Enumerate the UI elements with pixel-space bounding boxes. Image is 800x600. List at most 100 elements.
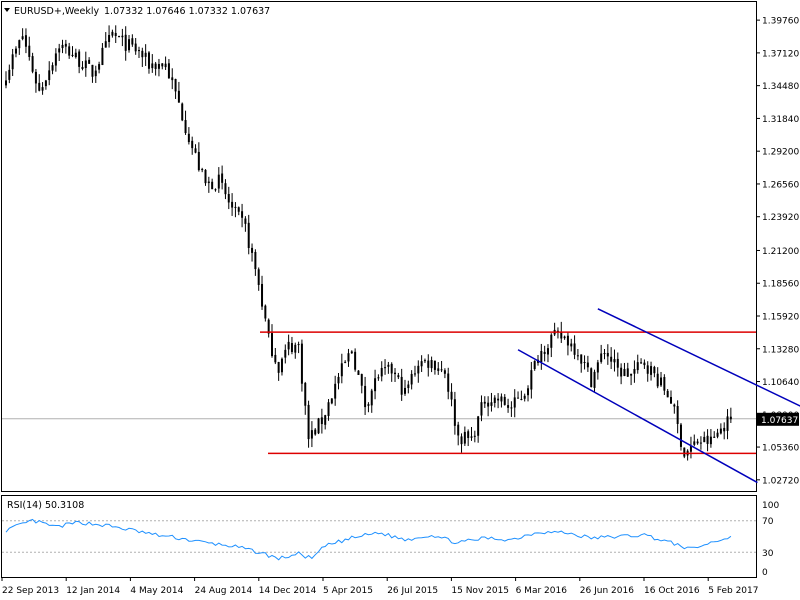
candle-body — [450, 391, 453, 400]
candle-body — [287, 341, 290, 350]
candle-body — [171, 77, 174, 81]
candle-body — [94, 70, 97, 77]
candle-body — [460, 436, 463, 445]
candle-body — [530, 370, 533, 390]
candle-body — [347, 353, 350, 362]
candle-body — [606, 352, 609, 357]
candle-body — [560, 331, 563, 339]
candle-body — [44, 80, 47, 87]
candle-body — [300, 343, 303, 384]
candle-body — [274, 354, 277, 363]
candle-body — [413, 373, 416, 375]
candle-body — [350, 351, 353, 354]
candle-body — [5, 80, 7, 86]
candle-body — [271, 333, 273, 357]
channel-upper-line[interactable] — [597, 308, 800, 414]
candle-body — [207, 181, 210, 184]
candle-body — [18, 40, 21, 49]
candle-body — [570, 343, 573, 347]
candle-body — [201, 169, 204, 171]
candle-body — [191, 140, 194, 149]
candle-body — [433, 360, 436, 370]
candle-body — [703, 436, 706, 443]
candle-body — [646, 365, 649, 374]
candle-body — [696, 441, 699, 444]
candle-body — [726, 416, 729, 431]
candle-body — [620, 367, 623, 377]
candle-body — [108, 34, 111, 42]
price-tick-label: 1.34480 — [762, 82, 799, 92]
candle-body — [74, 52, 77, 58]
candle-body — [566, 335, 569, 346]
candle-body — [580, 354, 583, 364]
candle-body — [623, 369, 626, 377]
candle-body — [390, 363, 393, 374]
candle-body — [483, 401, 486, 404]
candle-body — [337, 376, 340, 384]
candle-body — [453, 399, 456, 426]
candle-body — [174, 78, 177, 92]
candle-body — [247, 222, 250, 248]
collapse-arrow-icon[interactable] — [4, 8, 10, 12]
candle-body — [493, 397, 496, 404]
candle-body — [666, 390, 669, 398]
candle-body — [523, 395, 526, 399]
candle-body — [234, 206, 237, 208]
candle-body — [716, 432, 719, 437]
candle-body — [709, 436, 712, 445]
candle-body — [699, 442, 702, 444]
candle-body — [334, 383, 337, 399]
channel-lower-line[interactable] — [517, 349, 758, 484]
rsi-tick-30: 30 — [762, 549, 774, 559]
current-price-value: 1.07637 — [761, 416, 798, 426]
candle-body — [713, 436, 716, 438]
candle-body — [197, 151, 200, 171]
candle-body — [284, 349, 287, 358]
candle-body — [51, 65, 54, 71]
time-tick-label: 16 Oct 2016 — [644, 586, 700, 596]
price-tick-label: 1.29200 — [762, 148, 799, 158]
time-tick-label: 5 Feb 2017 — [708, 586, 758, 596]
candle-body — [663, 377, 666, 391]
time-tick-label: 4 May 2014 — [130, 586, 183, 596]
candle-body — [593, 371, 596, 388]
candle-body — [470, 436, 473, 438]
candle-body — [221, 173, 224, 183]
candle-body — [384, 367, 387, 369]
candle-body — [251, 247, 254, 253]
candle-body — [14, 48, 17, 54]
rsi-tick-70: 70 — [762, 517, 774, 527]
candle-body — [267, 319, 270, 334]
candle-body — [81, 66, 84, 69]
candle-body — [527, 388, 530, 396]
candle-body — [68, 46, 71, 56]
candle-body — [84, 60, 87, 69]
candle-body — [400, 376, 403, 395]
candle-body — [556, 330, 559, 332]
candle-body — [357, 370, 360, 375]
candle-body — [467, 431, 470, 438]
candle-body — [613, 359, 616, 363]
candle-body — [217, 174, 220, 189]
candle-body — [640, 362, 643, 364]
candle-body — [550, 334, 553, 348]
candle-body — [480, 402, 483, 416]
rsi-line — [5, 518, 732, 561]
candle-body — [290, 343, 293, 352]
time-tick-label: 15 Nov 2015 — [451, 586, 509, 596]
candle-body — [590, 368, 593, 387]
candle-body — [164, 63, 167, 68]
candle-body — [11, 54, 14, 70]
candle-body — [134, 43, 137, 52]
candle-body — [181, 103, 184, 121]
price-tick-label: 1.39760 — [762, 17, 799, 27]
candle-body — [643, 362, 646, 366]
candle-body — [114, 32, 117, 37]
candle-body — [507, 405, 510, 408]
candle-body — [404, 387, 406, 394]
candle-body — [437, 368, 440, 371]
candle-body — [88, 59, 91, 64]
candle-body — [656, 373, 659, 387]
rsi-tick-0: 0 — [762, 568, 768, 578]
price-tick-label: 1.37120 — [762, 49, 799, 59]
